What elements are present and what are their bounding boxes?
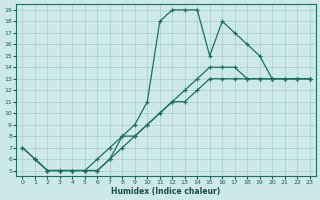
X-axis label: Humidex (Indice chaleur): Humidex (Indice chaleur) — [111, 187, 221, 196]
